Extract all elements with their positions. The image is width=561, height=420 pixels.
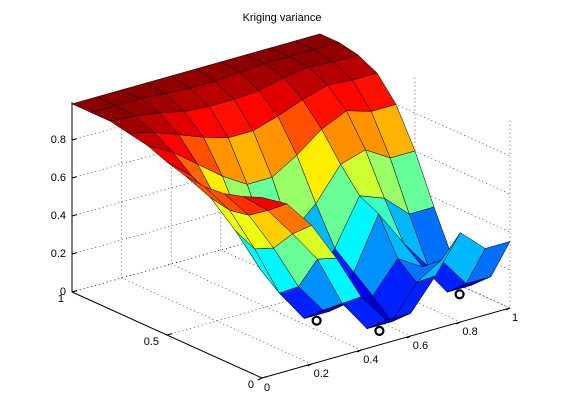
z-tick: [71, 252, 78, 255]
grid-line: [71, 107, 511, 195]
y-tick: [166, 333, 173, 336]
x-tick: [406, 335, 412, 339]
grid-line: [261, 118, 511, 379]
x-tick: [505, 307, 511, 311]
x-tick: [257, 377, 263, 381]
z-tick-label: 0.4: [51, 210, 66, 222]
z-tick-label: 0.2: [51, 248, 66, 260]
x-tick-label: 0.4: [363, 354, 378, 366]
x-tick-label: 0.2: [314, 368, 329, 380]
x-tick: [307, 363, 312, 367]
x-tick-label: 1: [512, 312, 518, 324]
chart-title: Kriging variance: [243, 12, 322, 24]
x-tick-label: 0.6: [413, 340, 428, 352]
y-tick-label: 0.5: [144, 336, 159, 348]
x-tick-label: 0.8: [462, 326, 477, 338]
z-tick: [71, 290, 78, 293]
observation-point: [374, 325, 385, 336]
grid-line: [166, 75, 416, 336]
y-tick: [261, 376, 268, 379]
grid-line: [170, 74, 362, 351]
surface-patch: [242, 196, 288, 211]
grid-line: [220, 60, 411, 337]
grid-line: [71, 69, 511, 157]
z-tick: [71, 176, 78, 179]
grid-line: [71, 145, 511, 233]
z-tick: [71, 214, 78, 217]
z-tick-label: 0.8: [51, 134, 66, 146]
grid-line: [121, 88, 312, 365]
z-tick-label: 0.6: [51, 172, 66, 184]
x-tick-label: 0: [264, 382, 270, 394]
x-axis: [261, 307, 511, 379]
x-tick: [356, 349, 362, 353]
z-tick: [71, 138, 78, 141]
x-tick: [456, 321, 461, 325]
y-tick-label: 1: [58, 293, 64, 305]
observation-point: [311, 315, 322, 326]
z-tick-label: 0: [60, 286, 66, 298]
observation-point: [454, 289, 465, 300]
y-tick-label: 0: [248, 379, 254, 391]
